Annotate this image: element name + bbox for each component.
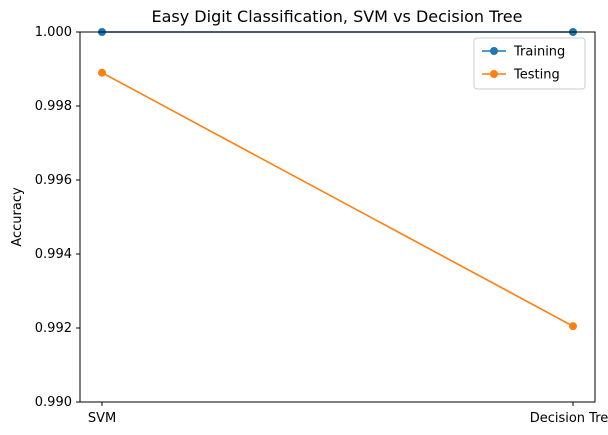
legend: Training Testing xyxy=(473,37,586,90)
y-axis-label: Accuracy xyxy=(10,187,25,247)
y-tick-label-3: 0.996 xyxy=(35,173,72,188)
plot-frame xyxy=(79,31,596,403)
data-point-testing-1 xyxy=(569,322,577,331)
series-line-testing xyxy=(101,71,574,327)
y-tick-label-4: 0.998 xyxy=(35,99,72,114)
legend-label-training: Training xyxy=(513,45,565,60)
x-tick-label-1: Decision Tree xyxy=(530,411,608,426)
y-tick-label-2: 0.994 xyxy=(35,247,72,262)
data-point-testing-0 xyxy=(98,68,106,77)
legend-marker-training xyxy=(490,47,498,55)
legend-marker-testing xyxy=(490,70,498,78)
x-tick-label-0: SVM xyxy=(88,411,116,426)
y-tick-label-0: 0.990 xyxy=(35,395,72,410)
chart-title: Easy Digit Classification, SVM vs Decisi… xyxy=(152,7,523,26)
y-tick-label-1: 0.992 xyxy=(35,321,72,336)
y-tick-label-5: 1.000 xyxy=(35,25,72,40)
legend-label-testing: Testing xyxy=(513,68,560,83)
